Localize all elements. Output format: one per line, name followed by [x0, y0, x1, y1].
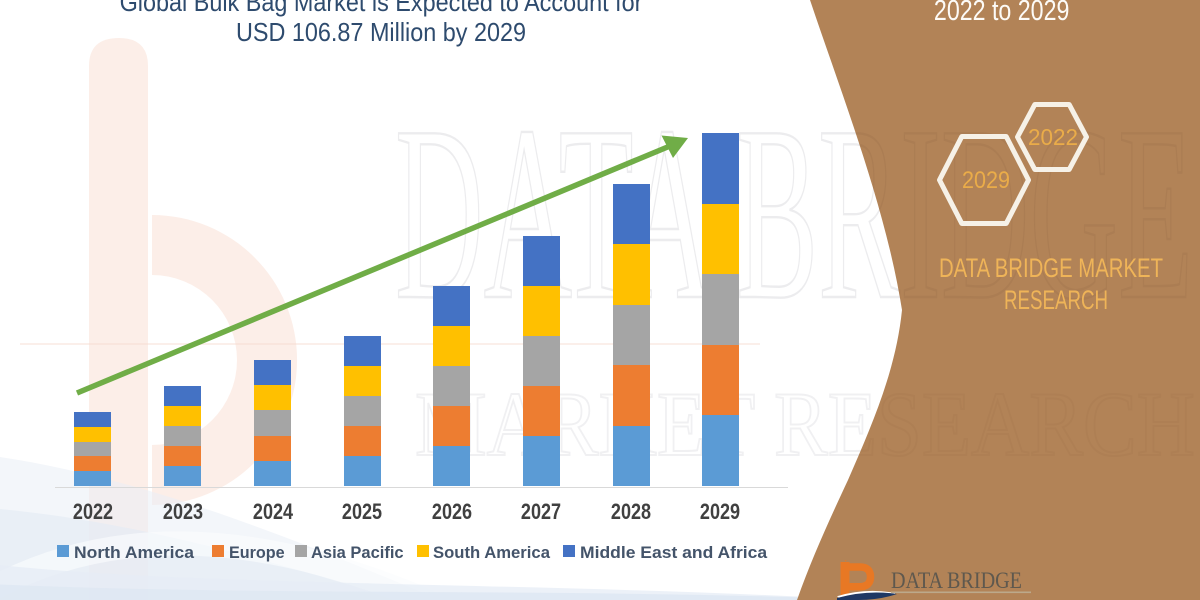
svg-text:2022: 2022	[1028, 124, 1078, 150]
svg-text:DATA BRIDGE MARKET: DATA BRIDGE MARKET	[939, 253, 1163, 283]
svg-text:DATA BRIDGE: DATA BRIDGE	[891, 568, 1022, 593]
svg-text:2029: 2029	[962, 167, 1010, 194]
svg-text:RESEARCH: RESEARCH	[1004, 285, 1108, 315]
